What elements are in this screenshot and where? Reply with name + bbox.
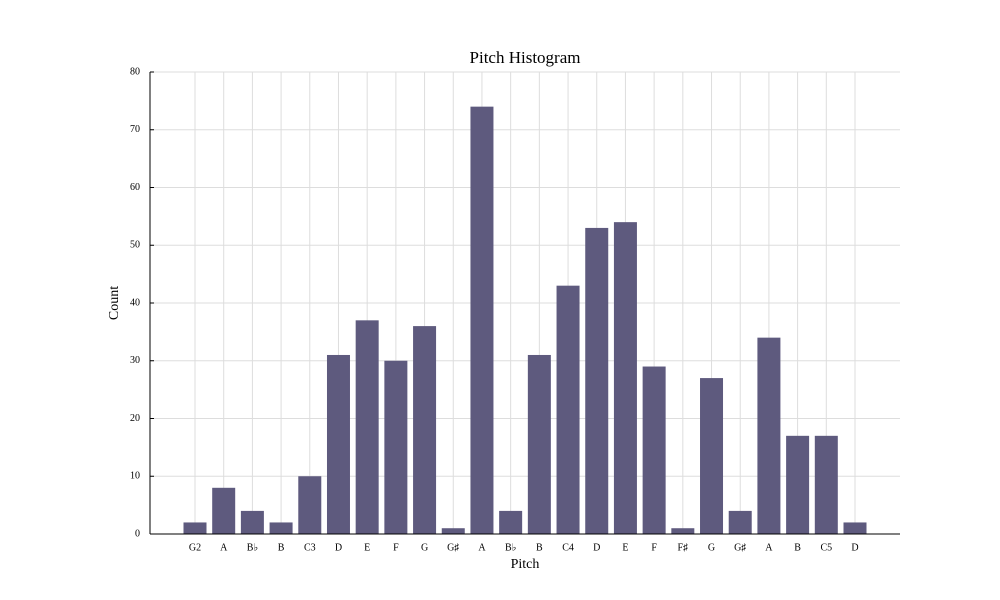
bar: [470, 106, 494, 535]
x-tick-label: F: [393, 542, 399, 553]
bar: [298, 476, 322, 534]
bar: [700, 378, 724, 534]
x-tick-label: C5: [820, 542, 832, 553]
y-axis-label: Count: [107, 286, 122, 320]
y-tick-label: 10: [130, 471, 140, 482]
y-tick-label: 80: [130, 66, 140, 77]
y-tick-label: 50: [130, 240, 140, 251]
x-tick-label: A: [478, 542, 486, 553]
x-tick-label: G♯: [447, 542, 459, 553]
bar: [384, 360, 408, 534]
bar: [814, 435, 838, 534]
chart-title: Pitch Histogram: [470, 48, 581, 67]
bar: [441, 528, 465, 534]
bar: [585, 227, 609, 535]
y-tick-label: 40: [130, 297, 140, 308]
bar: [212, 487, 236, 534]
bar: [757, 337, 781, 534]
bar: [413, 326, 437, 534]
x-tick-label: C3: [304, 542, 316, 553]
x-tick-label: E: [364, 542, 370, 553]
y-tick-label: 60: [130, 182, 140, 193]
x-tick-label: G2: [189, 542, 201, 553]
x-tick-label: B♭: [505, 542, 517, 553]
x-tick-label: B♭: [247, 542, 259, 553]
x-tick-label: A: [765, 542, 773, 553]
bar: [355, 320, 379, 534]
bar: [671, 528, 695, 534]
x-tick-label: G: [708, 542, 715, 553]
x-tick-label: G♯: [734, 542, 746, 553]
bar: [843, 522, 867, 534]
x-axis-label: Pitch: [511, 557, 540, 572]
bar: [786, 435, 810, 534]
x-tick-label: C4: [562, 542, 574, 553]
bar: [527, 354, 551, 534]
bar: [269, 522, 293, 534]
x-tick-label: D: [335, 542, 342, 553]
x-tick-label: B: [794, 542, 801, 553]
y-tick-label: 0: [135, 528, 140, 539]
y-tick-label: 20: [130, 413, 140, 424]
x-tick-label: A: [220, 542, 228, 553]
x-tick-label: D: [593, 542, 600, 553]
x-tick-label: D: [851, 542, 858, 553]
bar: [556, 285, 580, 534]
bar: [240, 510, 264, 534]
y-tick-label: 30: [130, 355, 140, 366]
bar: [499, 510, 523, 534]
x-tick-label: G: [421, 542, 428, 553]
x-tick-label: B: [536, 542, 543, 553]
bar: [728, 510, 752, 534]
x-tick-label: B: [278, 542, 285, 553]
x-tick-label: E: [622, 542, 628, 553]
x-tick-label: F♯: [678, 542, 689, 553]
x-tick-label: F: [651, 542, 657, 553]
bar: [642, 366, 666, 534]
bar: [183, 522, 207, 534]
bar: [326, 354, 350, 534]
y-tick-label: 70: [130, 124, 140, 135]
bar: [613, 222, 637, 534]
